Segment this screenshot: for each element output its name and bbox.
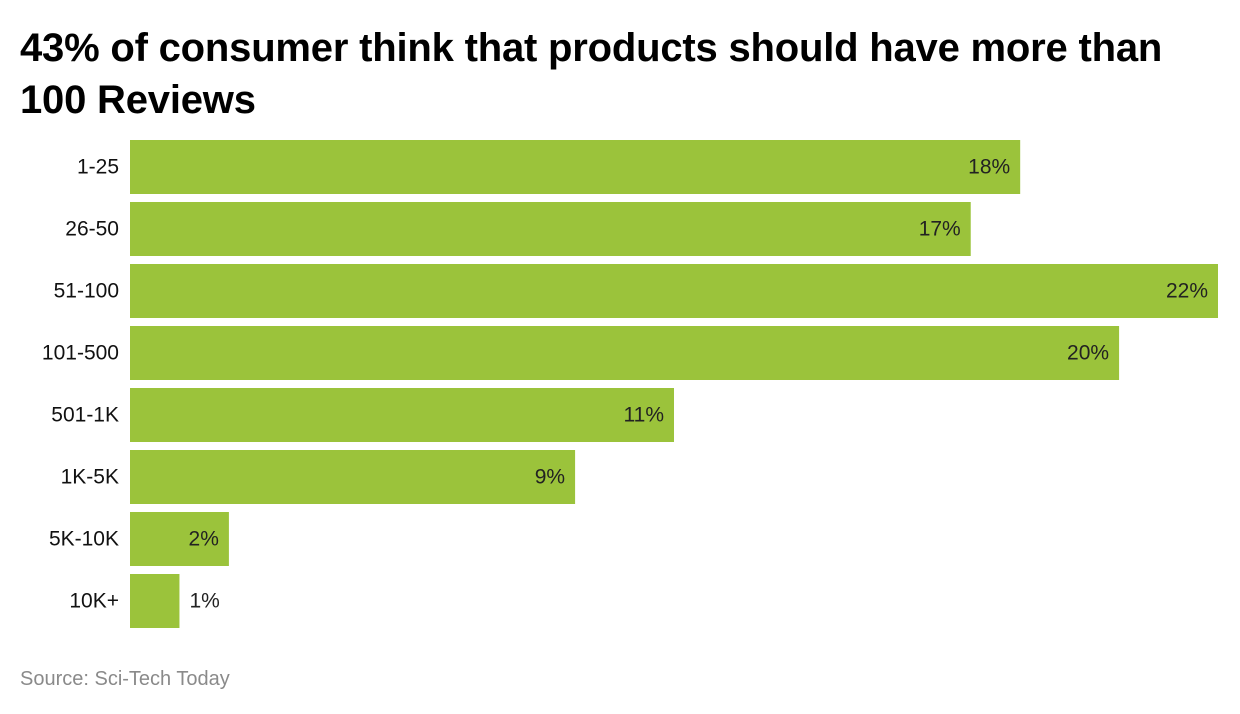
category-label: 101-500	[42, 342, 119, 365]
value-label: 1%	[189, 590, 219, 613]
category-label: 1-25	[77, 156, 119, 179]
category-label: 51-100	[54, 280, 119, 303]
bar-group: 26-50 17%	[65, 202, 971, 256]
bar	[130, 512, 229, 566]
bar-group: 5K-10K 2%	[49, 512, 229, 566]
bar-group: 1-25 18%	[77, 140, 1021, 194]
category-label: 1K-5K	[61, 466, 119, 489]
category-label: 26-50	[65, 218, 119, 241]
value-label: 22%	[1166, 280, 1208, 303]
bar	[130, 140, 1021, 194]
bar	[130, 202, 971, 256]
bar-group: 1K-5K 9%	[61, 450, 576, 504]
category-label: 10K+	[69, 590, 119, 613]
chart-title: 43% of consumer think that products shou…	[20, 26, 1163, 122]
value-label: 9%	[535, 466, 565, 489]
category-label: 5K-10K	[49, 528, 119, 551]
bar	[130, 388, 674, 442]
bar	[130, 574, 180, 628]
bar	[130, 450, 576, 504]
bar-group: 10K+ 1%	[69, 574, 220, 628]
bar-group: 51-100 22%	[54, 264, 1218, 318]
value-label: 20%	[1067, 342, 1109, 365]
bar	[130, 264, 1218, 318]
bar-group: 101-500 20%	[42, 326, 1120, 380]
value-label: 17%	[919, 218, 961, 241]
source-note: Source: Sci-Tech Today	[20, 668, 230, 690]
value-label: 2%	[189, 528, 219, 551]
value-label: 18%	[968, 156, 1010, 179]
bar	[130, 326, 1120, 380]
value-label: 11%	[624, 404, 664, 427]
bar-group: 501-1K 11%	[51, 388, 674, 442]
category-label: 501-1K	[51, 404, 119, 427]
